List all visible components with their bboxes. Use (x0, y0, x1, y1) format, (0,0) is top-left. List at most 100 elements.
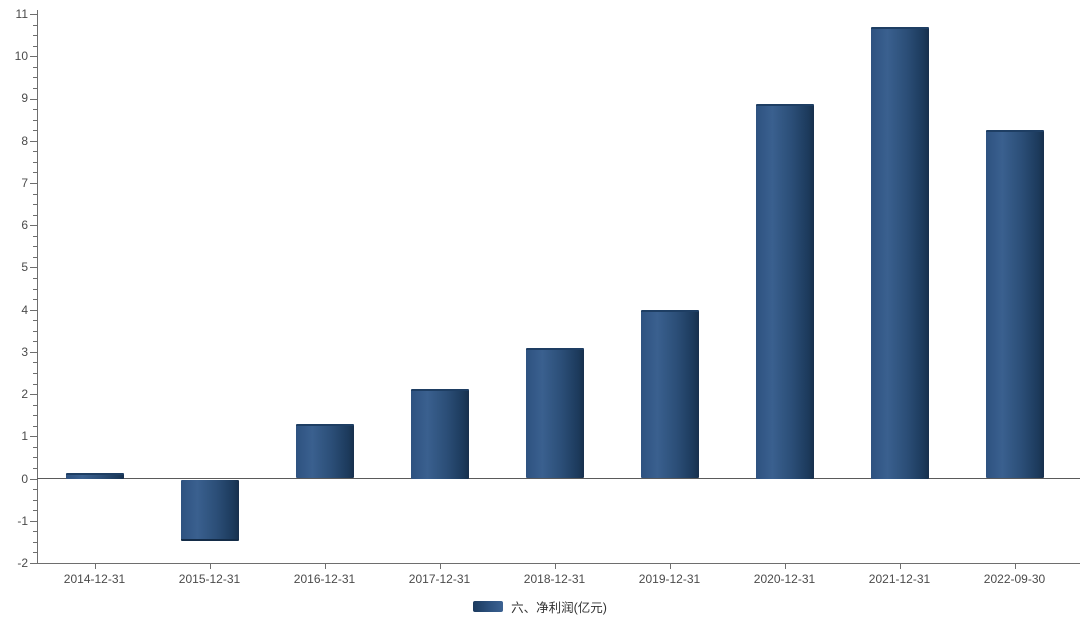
x-major-tick (669, 563, 671, 569)
y-minor-tick (33, 288, 37, 290)
x-tick-label: 2017-12-31 (408, 572, 471, 586)
y-minor-tick (33, 541, 37, 543)
y-minor-tick (33, 373, 37, 374)
x-axis-line (37, 563, 1080, 564)
y-minor-tick (33, 161, 37, 163)
y-minor-tick (33, 235, 37, 237)
x-major-tick (784, 563, 786, 569)
y-minor-tick (33, 299, 37, 301)
y-tick-label: 1 (21, 429, 28, 444)
x-major-tick (1014, 563, 1016, 569)
y-minor-tick (33, 362, 37, 364)
bar-2019-12-31[interactable] (640, 309, 699, 479)
y-minor-tick (33, 383, 37, 385)
x-major-tick (94, 563, 96, 569)
bar-2020-12-31[interactable] (755, 104, 814, 479)
y-axis-line (37, 10, 38, 564)
y-major-tick (30, 478, 37, 480)
y-minor-tick (33, 404, 37, 406)
y-minor-tick (33, 341, 37, 343)
y-tick-label: 8 (21, 133, 28, 148)
y-minor-tick (33, 330, 37, 332)
y-minor-tick (33, 277, 37, 279)
x-tick-label: 2016-12-31 (293, 572, 356, 586)
y-minor-tick (33, 66, 37, 68)
bar-2015-12-31[interactable] (180, 479, 239, 541)
y-minor-tick (33, 204, 37, 205)
y-major-tick (30, 182, 37, 184)
y-minor-tick (33, 415, 37, 417)
y-minor-tick (33, 446, 37, 448)
y-tick-label: 5 (21, 260, 28, 275)
y-major-tick (30, 14, 37, 15)
y-minor-tick (33, 130, 37, 132)
y-tick-label: 6 (21, 218, 28, 233)
x-tick-label: 2021-12-31 (868, 572, 931, 586)
y-tick-label: 0 (21, 471, 28, 486)
y-major-tick (30, 309, 37, 311)
y-minor-tick (33, 119, 37, 121)
x-major-tick (899, 563, 901, 569)
zero-baseline (37, 478, 1080, 479)
y-major-tick (30, 98, 37, 100)
y-major-tick (30, 56, 37, 58)
x-major-tick (439, 563, 441, 569)
y-minor-tick (33, 214, 37, 216)
y-minor-tick (33, 256, 37, 258)
y-minor-tick (33, 531, 37, 533)
y-minor-tick (33, 87, 37, 89)
x-major-tick (554, 563, 556, 569)
y-minor-tick (33, 35, 37, 37)
y-major-tick (30, 563, 37, 564)
y-minor-tick (33, 425, 37, 427)
x-tick-label: 2015-12-31 (178, 572, 241, 586)
x-major-tick (324, 563, 326, 569)
y-minor-tick (33, 510, 37, 512)
bar-2016-12-31[interactable] (295, 423, 354, 479)
y-minor-tick (33, 24, 37, 26)
y-minor-tick (33, 172, 37, 174)
bar-2022-09-30[interactable] (985, 130, 1044, 479)
y-major-tick (30, 351, 37, 353)
bar-2021-12-31[interactable] (870, 26, 929, 479)
y-tick-label: 2 (21, 387, 28, 402)
y-tick-label: 4 (21, 302, 28, 317)
y-tick-label: 11 (15, 7, 28, 21)
bar-2014-12-31[interactable] (65, 473, 124, 479)
y-tick-label: -1 (17, 513, 28, 528)
y-minor-tick (33, 457, 37, 459)
x-tick-label: 2014-12-31 (63, 572, 126, 586)
y-minor-tick (33, 77, 37, 79)
y-minor-tick (33, 246, 37, 248)
y-minor-tick (33, 151, 37, 153)
y-minor-tick (33, 499, 37, 501)
legend-swatch-icon (473, 600, 504, 612)
y-minor-tick (33, 109, 37, 110)
y-major-tick (30, 267, 37, 269)
legend-item-net-profit[interactable]: 六、净利润(亿元) (0, 597, 1080, 615)
y-minor-tick (33, 468, 37, 469)
y-tick-label: 7 (21, 175, 28, 190)
x-major-tick (209, 563, 211, 569)
legend-label: 六、净利润(亿元) (511, 600, 607, 615)
y-major-tick (30, 436, 37, 438)
y-minor-tick (33, 193, 37, 195)
y-minor-tick (33, 489, 37, 491)
bar-2017-12-31[interactable] (410, 389, 469, 479)
x-tick-label: 2022-09-30 (983, 572, 1046, 586)
x-tick-label: 2020-12-31 (753, 572, 816, 586)
y-tick-label: 9 (21, 91, 28, 106)
y-minor-tick (33, 552, 37, 554)
y-major-tick (30, 140, 37, 142)
y-major-tick (30, 225, 37, 227)
y-minor-tick (33, 45, 37, 47)
y-major-tick (30, 520, 37, 522)
y-major-tick (30, 394, 37, 396)
y-tick-label: -2 (17, 556, 28, 570)
y-minor-tick (33, 320, 37, 322)
x-tick-label: 2018-12-31 (523, 572, 586, 586)
bar-2018-12-31[interactable] (525, 347, 584, 479)
y-tick-label: 3 (21, 344, 28, 359)
y-tick-label: 10 (14, 49, 28, 64)
